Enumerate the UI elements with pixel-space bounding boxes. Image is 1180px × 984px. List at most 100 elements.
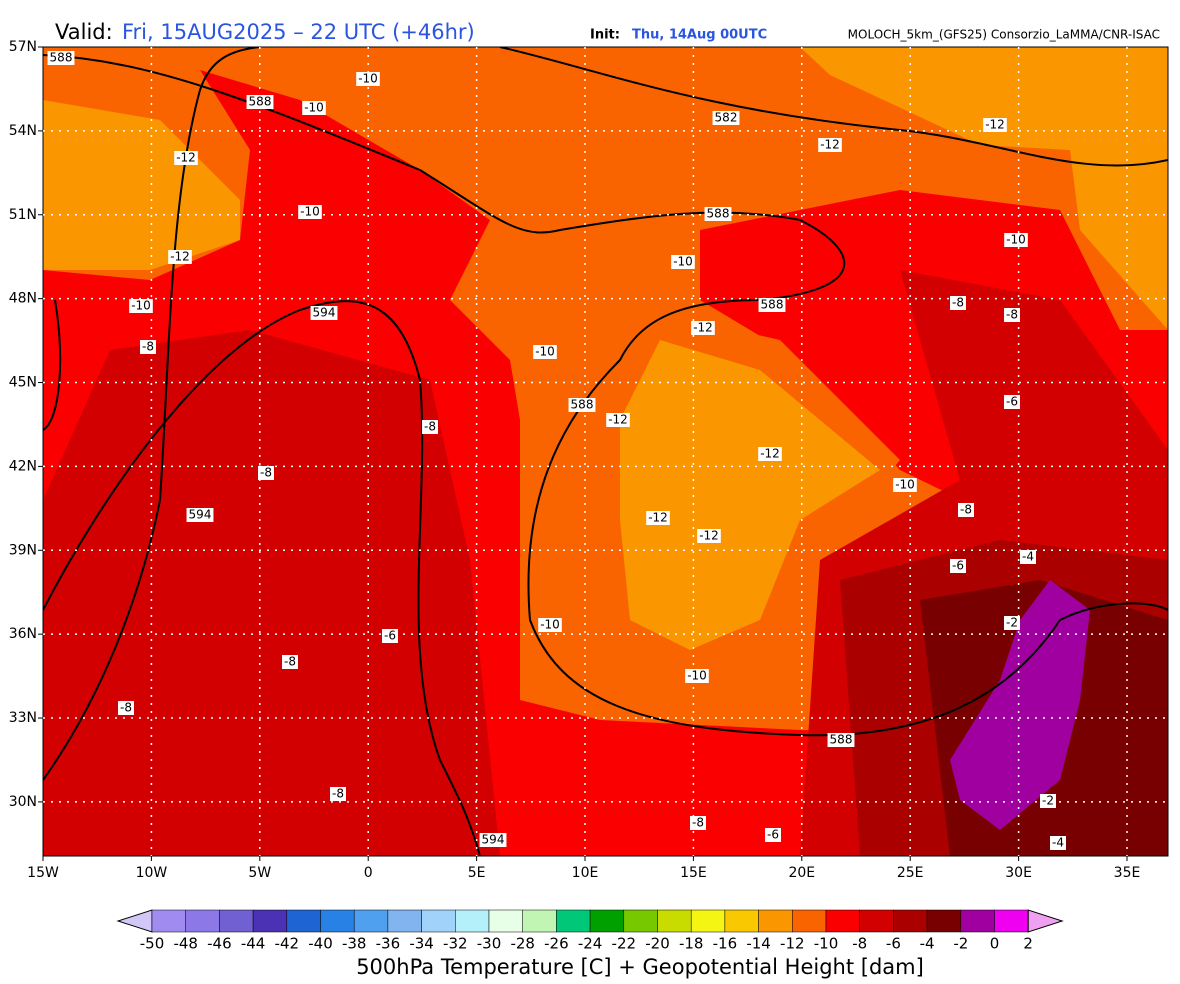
contour-label-box <box>1004 308 1020 322</box>
contour-label-box <box>47 51 75 65</box>
contour-label-text: -10 <box>358 72 378 86</box>
colorbar-title: 500hPa Temperature [C] + Geopotential He… <box>356 955 924 979</box>
colorbar-label: -16 <box>713 935 738 953</box>
colorbar-box <box>320 909 355 933</box>
colorbar-label: 2 <box>1023 935 1033 953</box>
contour-label-box <box>758 447 782 461</box>
contour-label: -8 <box>330 787 346 801</box>
lon-label: 15W <box>27 865 59 881</box>
colorbar-label: -12 <box>780 935 805 953</box>
colorbar-box <box>994 909 1029 933</box>
colorbar-label: -28 <box>510 935 535 953</box>
contour-label-text: -10 <box>131 299 151 313</box>
contour-label: 588 <box>827 733 855 747</box>
colorbar-label: -24 <box>578 935 603 953</box>
colorbar-box <box>758 909 793 933</box>
contour-label-box <box>983 118 1007 132</box>
contour-label-box <box>118 701 134 715</box>
contour-label-text: 588 <box>830 733 853 747</box>
contour-label-box <box>186 508 214 522</box>
colorbar-box <box>455 909 490 933</box>
init-label: Init: <box>590 28 620 43</box>
contour-label-text: -8 <box>692 816 704 830</box>
lat-label: 30N <box>9 794 37 810</box>
colorbar-label: -48 <box>173 935 198 953</box>
contour-label-text: 588 <box>707 207 730 221</box>
colorbar-box <box>286 909 321 933</box>
contour-label-box <box>893 478 917 492</box>
contour-label-box <box>1020 550 1036 564</box>
contour-label: 588 <box>704 207 732 221</box>
contour-label-text: -4 <box>1022 550 1034 564</box>
contour-label-text: -4 <box>1052 836 1064 850</box>
contour-label: 582 <box>712 111 740 125</box>
colorbar-label: -50 <box>140 935 165 953</box>
lon-label: 10W <box>136 865 168 881</box>
colorbar-box <box>893 909 928 933</box>
colorbar-label: -26 <box>544 935 569 953</box>
contour-label-box <box>646 511 670 525</box>
contour-label-text: -8 <box>120 701 132 715</box>
contour-label: -8 <box>140 340 156 354</box>
contour-label: -10 <box>356 72 380 86</box>
map-frame <box>42 46 1169 857</box>
colorbar-box <box>151 909 186 933</box>
contour-label-box <box>538 618 562 632</box>
contour-label-text: -12 <box>693 321 713 335</box>
contour-label: -10 <box>533 345 557 359</box>
lon-label: 20E <box>788 865 815 881</box>
contour-label-box <box>606 413 630 427</box>
colorbar-box <box>623 909 658 933</box>
colorbar-label: -44 <box>241 935 266 953</box>
colorbar-box <box>657 909 692 933</box>
lon-label: 5W <box>248 865 271 881</box>
contour-label: -4 <box>1020 550 1036 564</box>
contour-label-text: -12 <box>608 413 628 427</box>
contour-label-box <box>1004 233 1028 247</box>
lon-label: 10E <box>572 865 599 881</box>
contour-label: 588 <box>568 398 596 412</box>
contour-label-box <box>282 655 298 669</box>
colorbar-box <box>960 909 995 933</box>
contour-label-box <box>140 340 156 354</box>
contour-label: -12 <box>174 151 198 165</box>
colorbar-label: -32 <box>443 935 468 953</box>
contour-label: 594 <box>310 306 338 320</box>
contour-label-text: -6 <box>767 828 779 842</box>
height-contours <box>43 47 1168 856</box>
colorbar-box <box>690 909 726 933</box>
contour-label-text: -8 <box>142 340 154 354</box>
contour-label-text: -8 <box>1006 308 1018 322</box>
map-field <box>43 47 1168 856</box>
contour-label-box <box>422 420 438 434</box>
colorbar-label: -18 <box>679 935 704 953</box>
contour-label-text: -6 <box>952 559 964 573</box>
colorbar-label: -22 <box>612 935 637 953</box>
colorbar-over <box>1027 909 1064 933</box>
contour-label-text: -10 <box>535 345 555 359</box>
contour-label: -10 <box>671 255 695 269</box>
contour-label-box <box>685 669 709 683</box>
contour-label-box <box>129 299 153 313</box>
contour-label-box <box>827 733 855 747</box>
colorbar-label: -46 <box>207 935 232 953</box>
contour-label-box <box>671 255 695 269</box>
contour-label: -4 <box>1050 836 1066 850</box>
contour-label: -8 <box>422 420 438 434</box>
colorbar-box <box>859 909 894 933</box>
contour-label-text: -12 <box>985 118 1005 132</box>
colorbar-label: -4 <box>920 935 935 953</box>
lon-label: 5E <box>468 865 486 881</box>
colorbar-box <box>353 909 389 933</box>
contour-label: 588 <box>758 298 786 312</box>
contour-label: -12 <box>646 511 670 525</box>
colorbar-label: -6 <box>886 935 901 953</box>
colorbar-label: -40 <box>308 935 333 953</box>
colorbar-box <box>825 909 860 933</box>
contour-label-text: -2 <box>1006 616 1018 630</box>
contour-label: 594 <box>186 508 214 522</box>
contour-label-box <box>330 787 346 801</box>
contour-label-box <box>765 828 781 842</box>
contour-label-box <box>950 296 966 310</box>
colorbar-box <box>185 909 220 933</box>
